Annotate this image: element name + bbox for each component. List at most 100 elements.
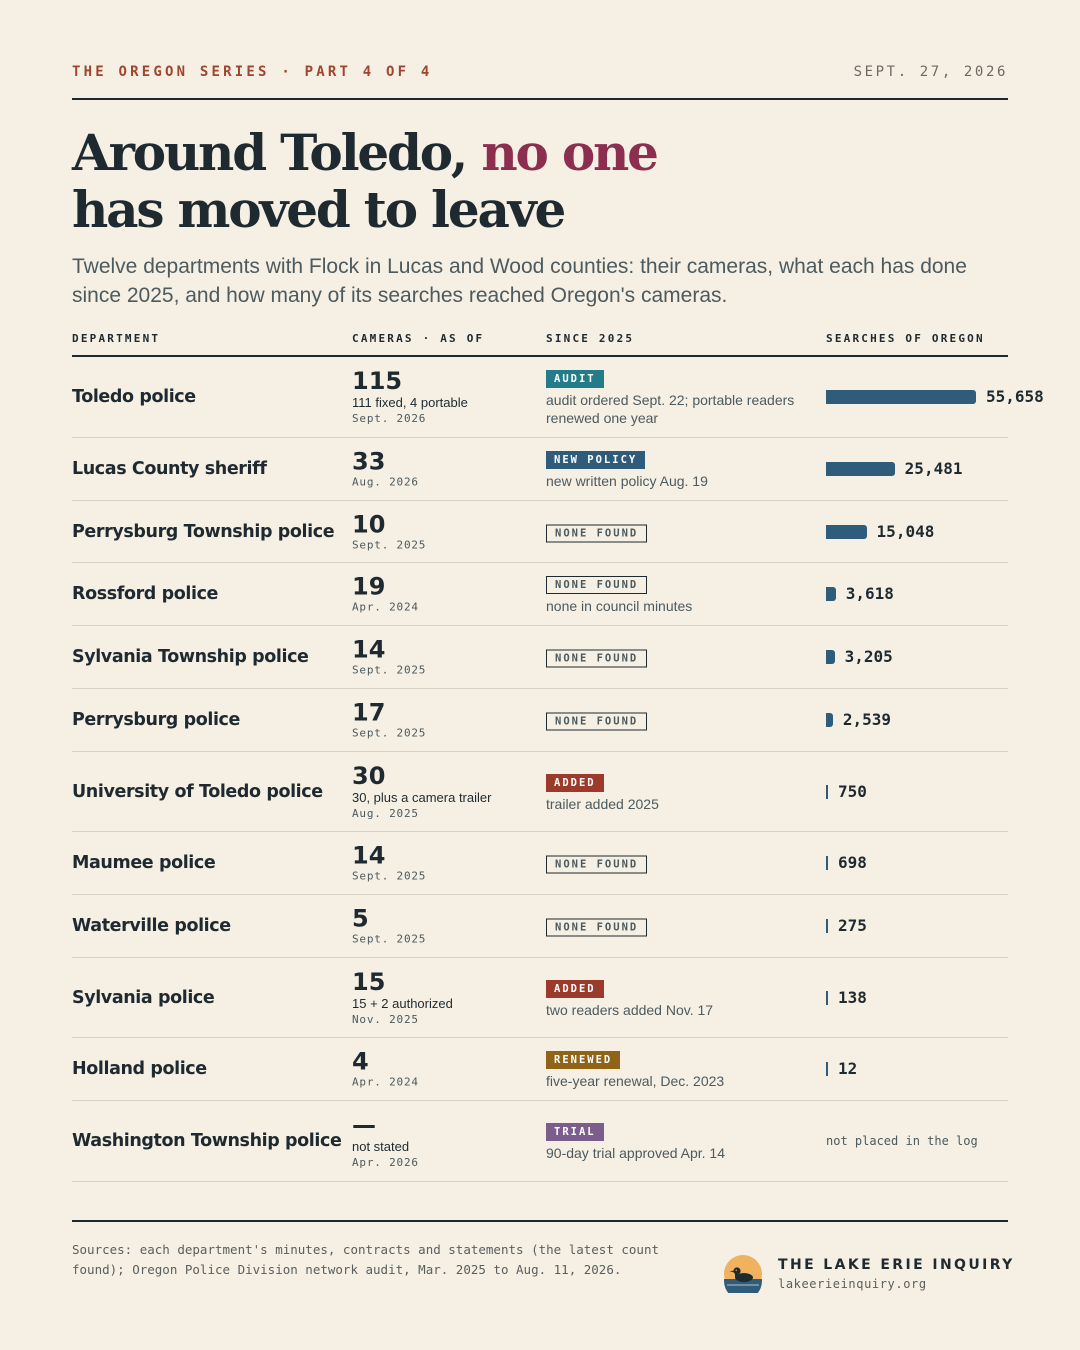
status-tag: NONE FOUND — [546, 524, 648, 542]
camera-count: 33 — [352, 447, 386, 476]
status-tag: AUDIT — [546, 370, 604, 388]
searches-bar — [826, 1062, 828, 1076]
camera-count: 30 — [352, 761, 386, 790]
searches-bar — [826, 462, 895, 476]
department-name: Sylvania police — [72, 987, 215, 1008]
camera-count: 10 — [352, 510, 386, 538]
headline-part-2: has moved to leave — [72, 180, 566, 239]
camera-cell: 5 Sept. 2025 — [352, 906, 532, 947]
searches-bar — [826, 650, 835, 664]
camera-count: 15 — [352, 967, 386, 996]
brand-url[interactable]: lakeerieinquiry.org — [778, 1277, 927, 1291]
footer-rule — [72, 1220, 1008, 1222]
status-tag: RENEWED — [546, 1051, 621, 1069]
camera-cell: 17 Sept. 2025 — [352, 700, 532, 741]
brand-block: THE LAKE ERIE INQUIRY lakeerieinquiry.or… — [724, 1255, 1024, 1295]
department-name: Waterville police — [72, 916, 231, 936]
camera-as-of: Aug. 2025 — [352, 806, 419, 820]
header-rule — [72, 355, 1008, 357]
top-rule — [72, 98, 1008, 100]
searches-cell: 25,481 — [826, 458, 1066, 480]
since-note: 90-day trial approved Apr. 14 — [546, 1145, 726, 1161]
department-name: Holland police — [72, 1059, 207, 1079]
searches-bar — [826, 587, 836, 601]
camera-as-of: Sept. 2025 — [352, 726, 427, 740]
department-table: Toledo police 115 111 fixed, 4 portable Sep… — [72, 357, 1044, 1182]
camera-cell: 19 Apr. 2024 — [352, 574, 532, 615]
searches-cell: 3,618 — [826, 583, 1066, 605]
searches-value: 15,048 — [876, 521, 935, 541]
searches-value: 25,481 — [904, 459, 963, 478]
searches-cell: 750 — [826, 781, 1066, 803]
camera-note: 15 + 2 authorized — [352, 995, 453, 1011]
searches-cell: 12 — [826, 1058, 1066, 1080]
table-row: Sylvania Township police 14 Sept. 2025 NONE… — [72, 626, 1008, 689]
column-header-searches: SEARCHES OF OREGON — [826, 332, 985, 345]
camera-as-of: Sept. 2025 — [352, 663, 427, 677]
searches-cell: 2,539 — [826, 709, 1066, 731]
camera-as-of: Apr. 2026 — [352, 1156, 419, 1169]
loon-logo-icon — [724, 1255, 762, 1293]
camera-count: 4 — [352, 1047, 369, 1076]
camera-count: 17 — [352, 698, 386, 727]
status-tag: ADDED — [546, 773, 604, 792]
status-tag: NONE FOUND — [546, 712, 648, 731]
searches-bar — [826, 390, 976, 404]
searches-value: 698 — [838, 853, 867, 872]
camera-cell: 10 Sept. 2025 — [352, 511, 532, 552]
searches-value: 275 — [838, 916, 867, 935]
since-note: trailer added 2025 — [546, 795, 659, 812]
department-name: Sylvania Township police — [72, 647, 309, 667]
searches-value: 3,618 — [845, 584, 894, 603]
searches-value: 2,539 — [842, 710, 891, 729]
camera-count: 19 — [352, 572, 386, 601]
table-row: Toledo police 115 111 fixed, 4 portable Sep… — [72, 357, 1044, 438]
camera-note: 30, plus a camera trailer — [352, 789, 492, 805]
masthead-bar: THE OREGON SERIES · PART 4 OF 4 SEPT. 27… — [72, 64, 1008, 82]
searches-cell: 55,658 — [826, 386, 1066, 408]
since-2025-cell: TRIAL 90-day trial approved Apr. 14 — [546, 1120, 816, 1162]
camera-as-of: Sept. 2025 — [352, 932, 427, 946]
searches-value: 138 — [838, 987, 867, 1007]
dek: Twelve departments with Flock in Lucas a… — [72, 255, 967, 307]
camera-as-of: Nov. 2025 — [352, 1012, 419, 1026]
searches-bar — [826, 990, 828, 1005]
since-2025-cell: NONE FOUND — [546, 521, 816, 542]
column-header-cameras: CAMERAS · AS OF — [352, 332, 485, 345]
searches-bar — [826, 919, 828, 933]
since-2025-cell: ADDED two readers added Nov. 17 — [546, 977, 816, 1019]
since-note: five-year renewal, Dec. 2023 — [546, 1073, 725, 1089]
since-2025-cell: NONE FOUND — [546, 853, 816, 874]
searches-bar — [826, 713, 833, 727]
table-row: Waterville police 5 Sept. 2025 NONE FOUND 27… — [72, 895, 1008, 958]
camera-count: 115 — [352, 367, 403, 395]
table-row: Perrysburg Township police 10 Sept. 2025 NO… — [72, 501, 1008, 563]
since-2025-cell: NEW POLICY new written policy Aug. 19 — [546, 448, 816, 490]
since-2025-cell: NONE FOUND none in council minutes — [546, 573, 816, 615]
department-name: University of Toledo police — [72, 781, 323, 802]
searches-value: 55,658 — [986, 387, 1044, 406]
searches-cell: 3,205 — [826, 646, 1066, 668]
headline: Around Toledo, no one has moved to leave — [72, 124, 1008, 238]
searches-cell: 275 — [826, 915, 1066, 937]
searches-cell: 138 — [826, 987, 1066, 1009]
camera-as-of: Apr. 2024 — [352, 1075, 419, 1089]
table-row: Maumee police 14 Sept. 2025 NONE FOUND 698 — [72, 832, 1008, 895]
camera-count: — — [352, 1111, 376, 1139]
table-row: University of Toledo police 30 30, plus a … — [72, 752, 1008, 832]
status-tag: ADDED — [546, 979, 604, 998]
searches-cell: not placed in the log — [826, 1130, 1066, 1152]
department-name: Rossford police — [72, 584, 219, 604]
camera-cell: 30 30, plus a camera trailer Aug. 2025 — [352, 763, 532, 821]
department-name: Toledo police — [72, 387, 196, 407]
searches-bar — [826, 524, 867, 539]
column-header-since: SINCE 2025 — [546, 332, 635, 345]
status-tag: NONE FOUND — [546, 649, 648, 668]
since-2025-cell: NONE FOUND — [546, 710, 816, 731]
since-2025-cell: AUDIT audit ordered Sept. 22; portable re… — [546, 367, 816, 427]
table-row: Sylvania police 15 15 + 2 authorized Nov. 2… — [72, 958, 1008, 1038]
status-tag: NONE FOUND — [546, 918, 648, 937]
since-note: new written policy Aug. 19 — [546, 473, 708, 489]
camera-cell: 4 Apr. 2024 — [352, 1049, 532, 1090]
department-name: Maumee police — [72, 853, 216, 873]
